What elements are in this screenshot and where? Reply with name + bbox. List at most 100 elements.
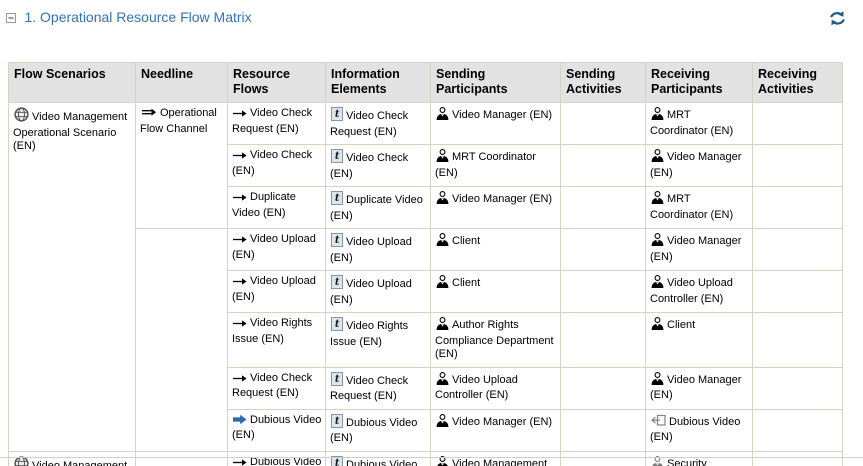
receiving-activity-cell — [752, 450, 843, 466]
resource-flow-label: Video Check (EN) — [232, 149, 313, 177]
resource-flow-cell: Dubious Video (EN) — [227, 408, 326, 452]
flow-arrow-icon — [233, 319, 247, 333]
sending-participant-cell: Client — [430, 270, 561, 313]
refresh-icon[interactable] — [828, 10, 847, 32]
flow-scenario-label: Video Management Environment Scenario (E… — [32, 459, 128, 466]
sending-participant-cell: Video Management Department (EN) — [430, 450, 561, 466]
sending-participant-cell: MRT Coordinator (EN) — [430, 144, 561, 187]
resource-flow-cell: Video Check Request (EN) — [227, 366, 326, 410]
needline-cell: Operational Flow Channel — [135, 102, 228, 229]
information-element-icon: t — [331, 455, 343, 466]
information-element-label: Video Upload (EN) — [330, 236, 412, 264]
sending-participant-cell: Video Upload Controller (EN) — [430, 366, 561, 410]
sending-participant-cell: Video Manager (EN) — [430, 408, 561, 452]
information-element-cell: t Video Upload (EN) — [325, 270, 431, 313]
sending-activity-cell — [560, 450, 646, 466]
sending-participant-cell: Video Manager (EN) — [430, 102, 561, 145]
svg-text:t: t — [335, 458, 340, 466]
person-icon — [436, 317, 449, 335]
person-icon — [651, 275, 664, 293]
table-row: Video Rights Issue (EN) t Video Rights Iss… — [9, 312, 843, 368]
flow-scenario-cell: Video Management Operational Scenario (E… — [8, 102, 136, 452]
table-row: Video Check Request (EN) t Video Check Req… — [9, 366, 843, 410]
table-row: Video Check (EN) t Video Check (EN) MRT Coo… — [9, 144, 843, 187]
flow-arrow-icon — [233, 193, 247, 207]
flow-arrow-icon — [233, 109, 247, 123]
information-element-icon: t — [331, 413, 343, 433]
header-row: Flow Scenarios Needline Resource Flows I… — [8, 62, 843, 103]
receiving-participant-label: MRT Coordinator (EN) — [650, 109, 734, 137]
information-element-icon: t — [331, 107, 343, 126]
receiving-activity-cell — [752, 144, 843, 187]
person-icon — [436, 233, 449, 251]
collapse-icon[interactable] — [6, 10, 16, 28]
flow-arrow-icon — [233, 277, 247, 291]
information-element-label: Video Check Request (EN) — [330, 110, 409, 138]
information-element-icon: t — [331, 191, 343, 210]
table-row: Video Upload (EN) t Video Upload (EN) Clien… — [9, 228, 843, 452]
resource-flow-cell: Video Upload (EN) — [227, 228, 326, 271]
information-element-icon: t — [331, 317, 343, 336]
person-icon — [651, 191, 664, 209]
information-element-cell: t Video Upload (EN) — [325, 228, 431, 271]
person-icon — [651, 371, 664, 390]
person-icon — [436, 275, 449, 293]
information-element-icon: t — [331, 275, 343, 294]
receiving-participant-label: Video Manager (EN) — [650, 235, 742, 263]
person-icon — [651, 233, 664, 251]
receiving-activity-cell — [752, 408, 843, 452]
receiving-participant-label: Video Upload Controller (EN) — [650, 277, 733, 305]
resource-flow-cell: Video Check Request (EN) — [227, 102, 326, 145]
sending-activity-cell — [560, 408, 646, 452]
sending-participant-label: Author Rights Compliance Department (EN) — [435, 319, 554, 360]
resource-flow-matrix: Flow Scenarios Needline Resource Flows I… — [8, 62, 843, 466]
receiving-participant-label: Video Manager (EN) — [650, 151, 742, 179]
receiving-participant-cell: Video Upload Controller (EN) — [645, 270, 753, 313]
table-row: Dubious Video (EN) t Dubious Video (EN) Vid… — [9, 408, 843, 452]
resource-flow-cell: Duplicate Video (EN) — [227, 186, 326, 229]
person-icon — [436, 371, 449, 390]
resource-flow-cell: Video Rights Issue (EN) — [227, 312, 326, 368]
resource-flow-label: Video Upload (EN) — [232, 233, 316, 261]
flow-arrow-icon — [233, 458, 247, 466]
exit-box-icon — [651, 414, 666, 432]
receiving-participant-cell: MRT Coordinator (EN) — [645, 186, 753, 229]
information-element-icon: t — [331, 149, 343, 168]
resource-flow-cell: Video Upload (EN) — [227, 270, 326, 313]
sending-participant-label: Video Manager (EN) — [452, 193, 553, 205]
sending-participant-cell: Author Rights Compliance Department (EN) — [430, 312, 561, 368]
needline-cell — [135, 228, 228, 452]
column-header-sending-participants: Sending Participants — [430, 62, 561, 103]
sending-participant-cell: Client — [430, 228, 561, 271]
column-header-receiving-activities: Receiving Activities — [752, 62, 843, 103]
person-icon — [651, 149, 664, 167]
sending-activity-cell — [560, 102, 646, 145]
svg-text:t: t — [335, 416, 340, 427]
column-header-information-elements: Information Elements — [325, 62, 431, 103]
column-header-needline: Needline — [135, 62, 228, 103]
svg-text:t: t — [335, 235, 340, 246]
receiving-activity-cell — [752, 102, 843, 145]
person-icon — [436, 107, 449, 125]
receiving-participant-label: Video Manager (EN) — [650, 373, 742, 402]
information-element-label: Dubious Video (EN) — [330, 416, 418, 445]
resource-flow-label: Video Upload (EN) — [232, 275, 316, 303]
table-row: Duplicate Video (EN) t Duplicate Video (EN… — [9, 186, 843, 229]
receiving-participant-cell: MRT Coordinator (EN) — [645, 102, 753, 145]
resource-flow-label: Video Rights Issue (EN) — [232, 317, 313, 345]
scenario-icon — [14, 455, 29, 466]
information-element-label: Video Check (EN) — [330, 152, 409, 180]
column-header-sending-activities: Sending Activities — [560, 62, 646, 103]
flow-arrow-icon — [233, 235, 247, 249]
person-icon — [436, 413, 449, 432]
column-header-resource-flows: Resource Flows — [227, 62, 326, 103]
sending-participant-label: Video Manager (EN) — [452, 109, 553, 121]
flow-arrow-icon — [233, 151, 247, 165]
svg-text:t: t — [335, 109, 340, 120]
receiving-participant-cell: Video Manager (EN) — [645, 228, 753, 271]
receiving-participant-cell: Security Department (EN) — [645, 450, 753, 466]
sending-participant-label: MRT Coordinator (EN) — [435, 151, 536, 179]
information-element-cell: t Video Check (EN) — [325, 144, 431, 187]
